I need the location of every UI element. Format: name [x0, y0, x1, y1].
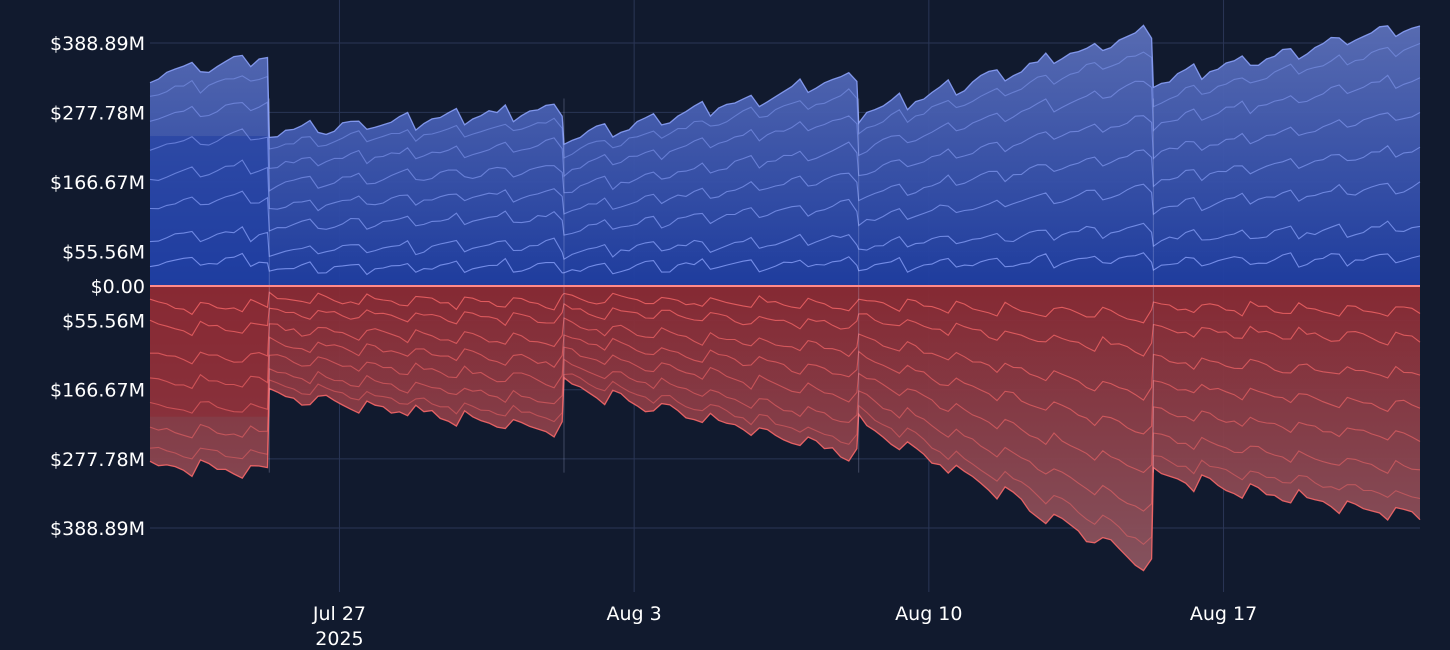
negative-series-line: [149, 358, 1421, 512]
y-tick-label: $0.00: [91, 276, 145, 298]
positive-series-line: [149, 220, 1421, 261]
x-tick-label: Aug 3: [607, 603, 662, 625]
positive-series-line: [149, 181, 1421, 236]
x-tick-label: Aug 17: [1190, 603, 1257, 625]
series-lines: [149, 24, 1421, 572]
y-tick-label: $277.78M: [50, 102, 145, 124]
y-tick-label: $388.89M: [50, 518, 145, 540]
negative-edge-line: [149, 376, 1421, 572]
y-tick-label: $166.67M: [50, 172, 145, 194]
y-tick-label: $277.78M: [50, 449, 145, 471]
negative-inner-band: [150, 286, 270, 417]
y-tick-label: $55.56M: [62, 311, 145, 333]
x-tick-sublabel: 2025: [315, 628, 363, 650]
positive-series-line: [149, 74, 1421, 178]
y-tick-label: $55.56M: [62, 241, 145, 263]
y-tick-label: $166.67M: [50, 380, 145, 402]
y-axis: $388.89M $277.78M $166.67M $55.56M $0.00 $55.…: [50, 33, 145, 540]
positive-series-line: [149, 252, 1421, 276]
negative-series-line: [149, 346, 1421, 474]
negative-series-line: [149, 302, 1421, 357]
x-axis: Jul 27 2025 Aug 3 Aug 10 Aug 17: [312, 603, 1257, 650]
negative-series-line: [150, 317, 1421, 401]
x-tick-label: Jul 27: [312, 603, 366, 625]
negative-series-line: [149, 291, 1421, 324]
y-tick-label: $388.89M: [50, 33, 145, 55]
negative-series-line: [149, 334, 1421, 435]
negative-series-line: [149, 373, 1421, 546]
positive-series-line: [149, 112, 1421, 194]
x-tick-label: Aug 10: [895, 603, 962, 625]
negative-area: [150, 286, 1420, 571]
positive-series-line: [149, 42, 1421, 159]
positive-series-line: [149, 145, 1421, 215]
positive-edge-line: [149, 24, 1421, 146]
